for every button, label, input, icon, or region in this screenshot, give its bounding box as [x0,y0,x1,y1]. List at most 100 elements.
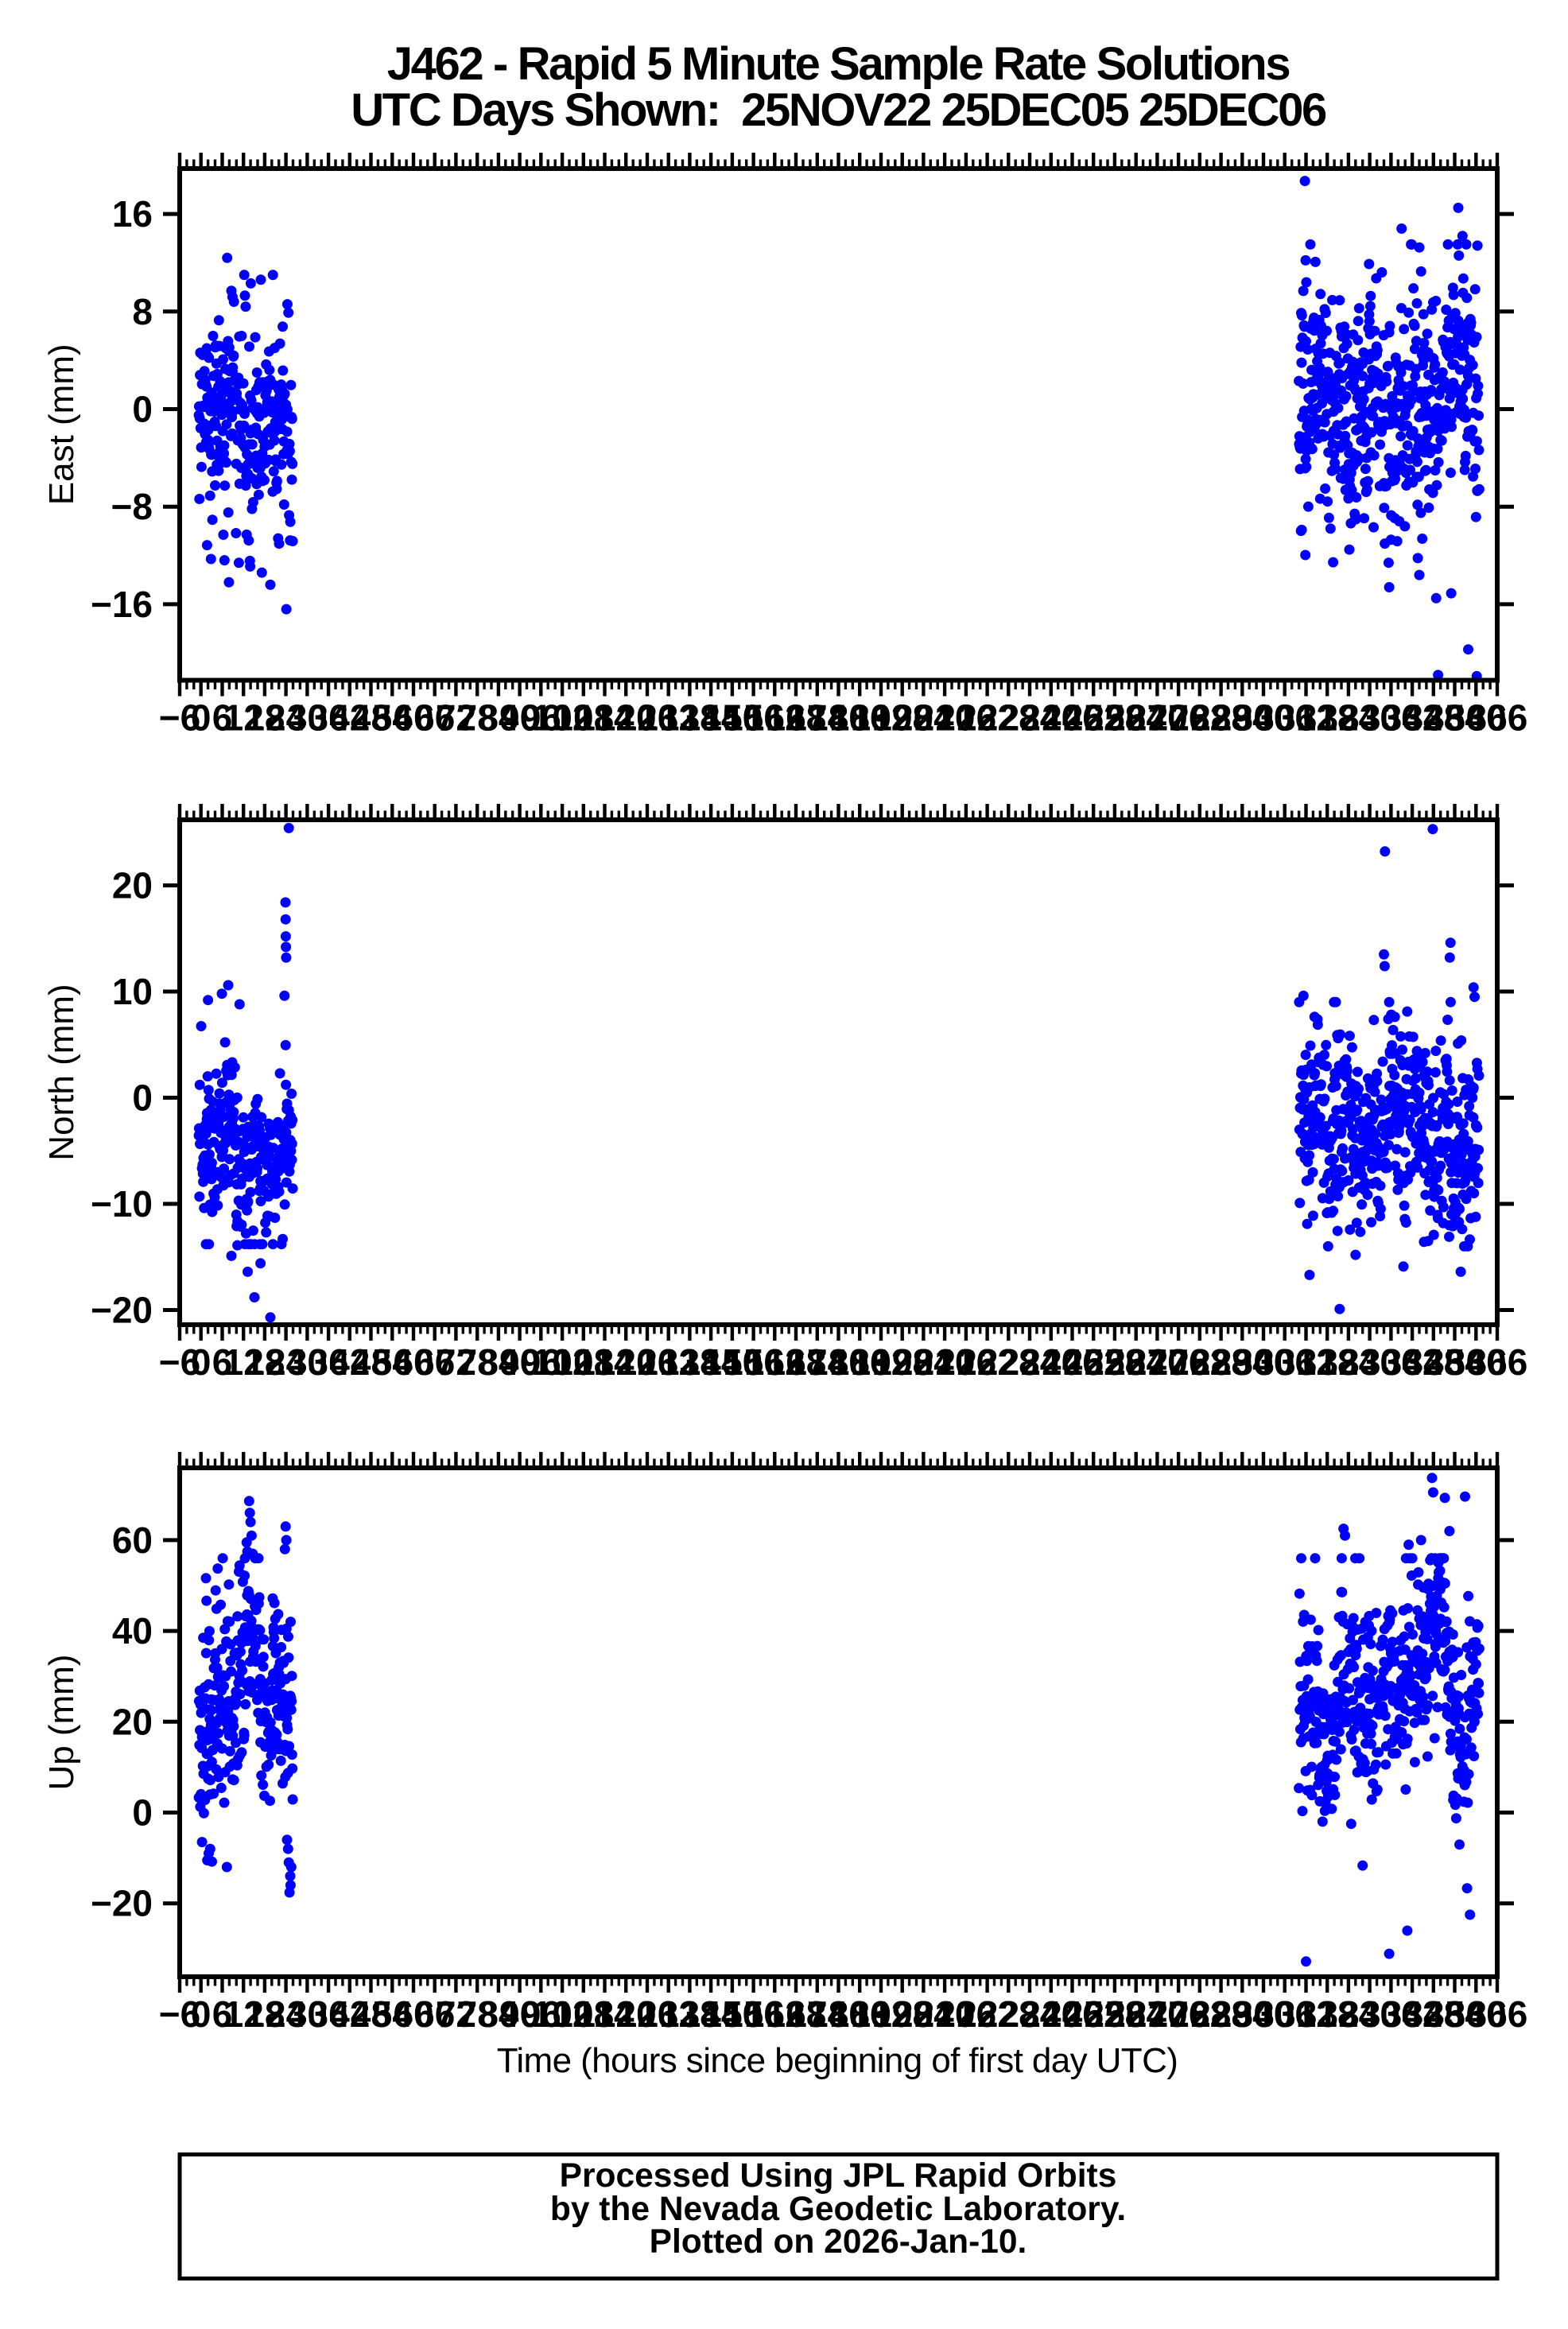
svg-text:348: 348 [1403,1993,1464,2035]
svg-text:16: 16 [112,193,153,235]
svg-text:60: 60 [393,1993,433,2035]
svg-text:18: 18 [244,1341,285,1383]
svg-text:78: 78 [457,697,498,739]
svg-text:54: 54 [372,1993,413,2035]
svg-text:306: 306 [1254,1341,1315,1383]
svg-text:20: 20 [112,1701,153,1742]
svg-text:96: 96 [521,1341,561,1383]
svg-text:162: 162 [744,1993,805,2035]
svg-text:144: 144 [681,1341,742,1383]
svg-text:198: 198 [871,697,933,739]
svg-text:108: 108 [553,1341,614,1383]
svg-text:East (mm): East (mm) [42,344,81,505]
svg-text:276: 276 [1148,1341,1209,1383]
svg-text:198: 198 [871,1341,933,1383]
svg-text:90: 90 [499,697,540,739]
svg-text:60: 60 [393,1341,433,1383]
svg-text:240: 240 [1020,697,1081,739]
svg-text:210: 210 [914,697,976,739]
svg-text:168: 168 [766,1341,827,1383]
svg-text:354: 354 [1424,1341,1485,1383]
svg-text:66: 66 [414,1341,455,1383]
svg-text:126: 126 [617,1341,678,1383]
svg-text:348: 348 [1403,697,1464,739]
svg-text:216: 216 [936,1993,997,2035]
svg-text:300: 300 [1233,1993,1294,2035]
svg-text:246: 246 [1042,1993,1103,2035]
svg-text:150: 150 [702,697,763,739]
svg-text:102: 102 [532,1341,593,1383]
svg-text:294: 294 [1212,1993,1273,2035]
svg-text:342: 342 [1382,697,1443,739]
svg-text:126: 126 [617,697,678,739]
svg-text:150: 150 [702,1341,763,1383]
svg-text:−20: −20 [91,1883,153,1924]
svg-text:210: 210 [914,1993,976,2035]
svg-text:348: 348 [1403,1341,1464,1383]
svg-text:312: 312 [1275,697,1337,739]
svg-text:60: 60 [112,1520,153,1561]
svg-text:216: 216 [936,697,997,739]
svg-text:222: 222 [957,1341,1018,1383]
svg-text:258: 258 [1085,1341,1146,1383]
svg-text:12: 12 [223,697,264,739]
svg-text:72: 72 [436,1341,476,1383]
svg-text:174: 174 [786,697,848,739]
svg-text:162: 162 [744,697,805,739]
svg-text:264: 264 [1105,1341,1166,1383]
svg-text:168: 168 [766,697,827,739]
svg-text:180: 180 [808,697,869,739]
svg-text:270: 270 [1127,1341,1188,1383]
svg-text:108: 108 [553,697,614,739]
svg-text:12: 12 [223,1993,264,2035]
svg-text:24: 24 [266,1341,307,1383]
svg-text:24: 24 [266,697,307,739]
svg-text:258: 258 [1085,1993,1146,2035]
svg-text:252: 252 [1063,1993,1124,2035]
svg-text:318: 318 [1297,1993,1358,2035]
svg-text:−16: −16 [91,584,153,625]
svg-text:336: 336 [1360,1341,1422,1383]
svg-text:−20: −20 [91,1290,153,1331]
svg-text:192: 192 [851,1341,912,1383]
svg-text:300: 300 [1233,1341,1294,1383]
svg-text:0: 0 [191,1993,212,2035]
svg-text:126: 126 [617,1993,678,2035]
svg-text:288: 288 [1190,697,1252,739]
svg-text:0: 0 [191,697,212,739]
svg-text:6: 6 [212,697,233,739]
svg-text:240: 240 [1020,1341,1081,1383]
svg-text:114: 114 [575,1993,635,2035]
svg-text:0: 0 [191,1341,212,1383]
svg-text:336: 336 [1360,1993,1422,2035]
svg-text:42: 42 [329,697,370,739]
svg-text:204: 204 [893,1341,954,1383]
svg-text:354: 354 [1424,697,1485,739]
svg-text:234: 234 [999,697,1061,739]
svg-text:54: 54 [372,1341,413,1383]
svg-text:90: 90 [499,1341,540,1383]
svg-text:J462 - Rapid 5 Minute Sample R: J462 - Rapid 5 Minute Sample Rate Soluti… [387,38,1290,90]
svg-text:114: 114 [575,1341,635,1383]
svg-text:360: 360 [1446,1341,1507,1383]
svg-text:Processed Using JPL Rapid Orbi: Processed Using JPL Rapid Orbits [560,2157,1117,2195]
svg-text:−8: −8 [111,486,153,527]
svg-text:0: 0 [132,389,153,430]
svg-text:312: 312 [1275,1993,1337,2035]
svg-text:42: 42 [329,1993,370,2035]
svg-text:156: 156 [723,697,784,739]
svg-text:210: 210 [914,1341,976,1383]
svg-text:246: 246 [1042,1341,1103,1383]
svg-text:−10: −10 [91,1183,153,1225]
svg-text:30: 30 [287,1341,328,1383]
svg-text:Up (mm): Up (mm) [42,1654,81,1790]
svg-text:48: 48 [351,697,391,739]
svg-text:294: 294 [1212,697,1273,739]
svg-text:60: 60 [393,697,433,739]
svg-text:228: 228 [978,1341,1039,1383]
svg-text:204: 204 [893,1993,954,2035]
svg-text:36: 36 [309,1341,349,1383]
svg-text:30: 30 [287,1993,328,2035]
svg-text:342: 342 [1382,1993,1443,2035]
svg-text:300: 300 [1233,697,1294,739]
